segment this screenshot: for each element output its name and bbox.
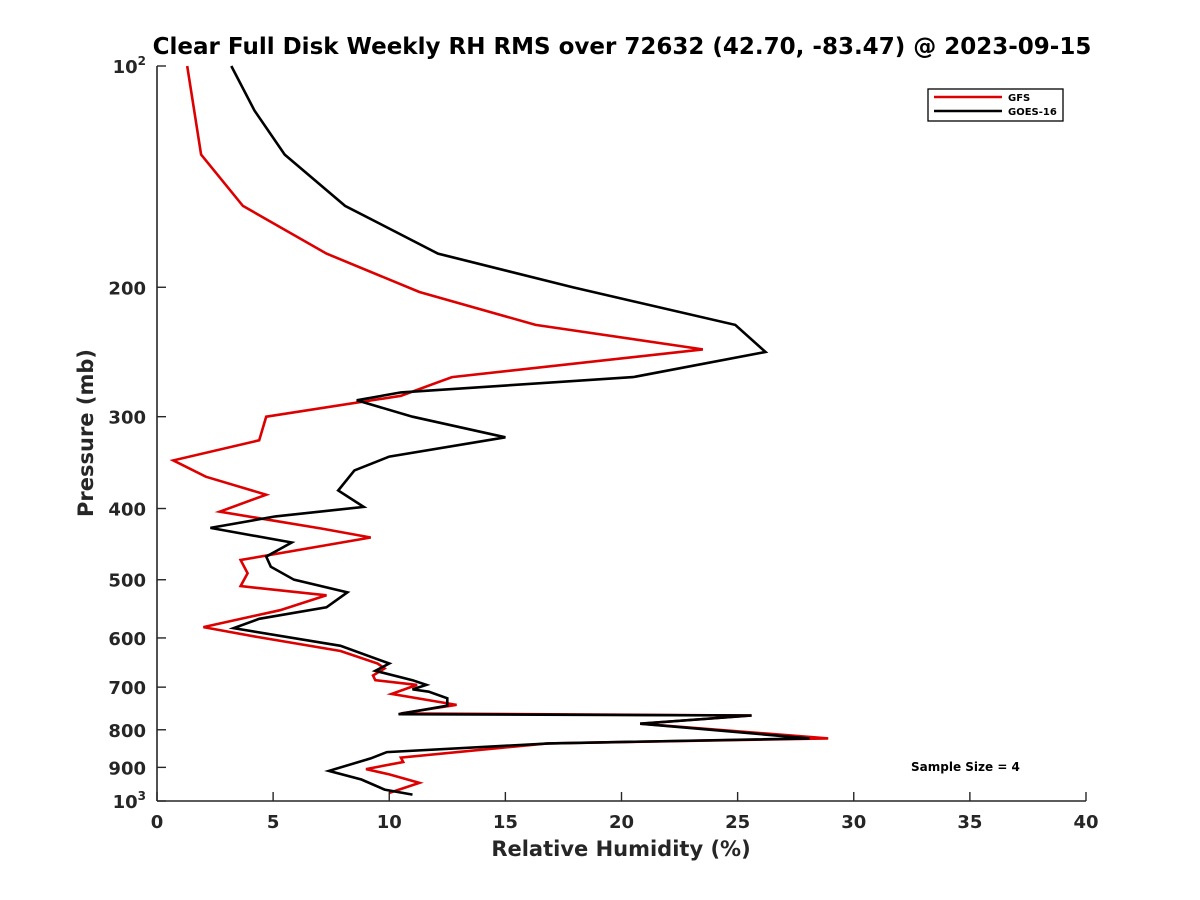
series-lines (169, 65, 829, 796)
x-tick-label: 5 (267, 812, 280, 833)
y-tick-label: 600 (108, 629, 146, 650)
y-tick-label: 102 (113, 54, 146, 78)
x-tick-label: 35 (957, 812, 982, 833)
y-tick-label: 103 (113, 789, 146, 813)
x-tick-label: 20 (609, 812, 634, 833)
x-tick-label: 40 (1073, 812, 1098, 833)
x-ticks: 0 5 10 15 20 25 30 35 40 (151, 792, 1099, 833)
x-tick-label: 0 (151, 812, 164, 833)
x-tick-label: 15 (493, 812, 518, 833)
legend-label-gfs: GFS (1008, 93, 1030, 104)
chart-title: Clear Full Disk Weekly RH RMS over 72632… (153, 34, 1092, 60)
y-axis-label: Pressure (mb) (74, 349, 98, 517)
x-tick-label: 30 (841, 812, 866, 833)
x-axis-label: Relative Humidity (%) (491, 837, 750, 861)
legend-label-goes16: GOES-16 (1008, 107, 1057, 118)
legend-box (927, 88, 1064, 122)
y-tick-label: 800 (108, 721, 146, 742)
y-tick-label: 500 (108, 571, 146, 592)
y-tick-label: 900 (108, 758, 146, 779)
x-tick-label: 25 (725, 812, 750, 833)
y-tick-label: 300 (108, 408, 146, 429)
sample-size-annotation: Sample Size = 4 (911, 760, 1020, 774)
x-tick-label: 10 (377, 812, 402, 833)
y-tick-label: 700 (108, 678, 146, 699)
y-ticks: 102 200 300 400 500 600 700 800 900 103 (108, 54, 166, 813)
y-tick-label: 400 (108, 500, 146, 521)
y-tick-label: 200 (108, 278, 146, 299)
series-line-goes16 (210, 65, 810, 796)
legend: GFS GOES-16 (927, 88, 1064, 122)
